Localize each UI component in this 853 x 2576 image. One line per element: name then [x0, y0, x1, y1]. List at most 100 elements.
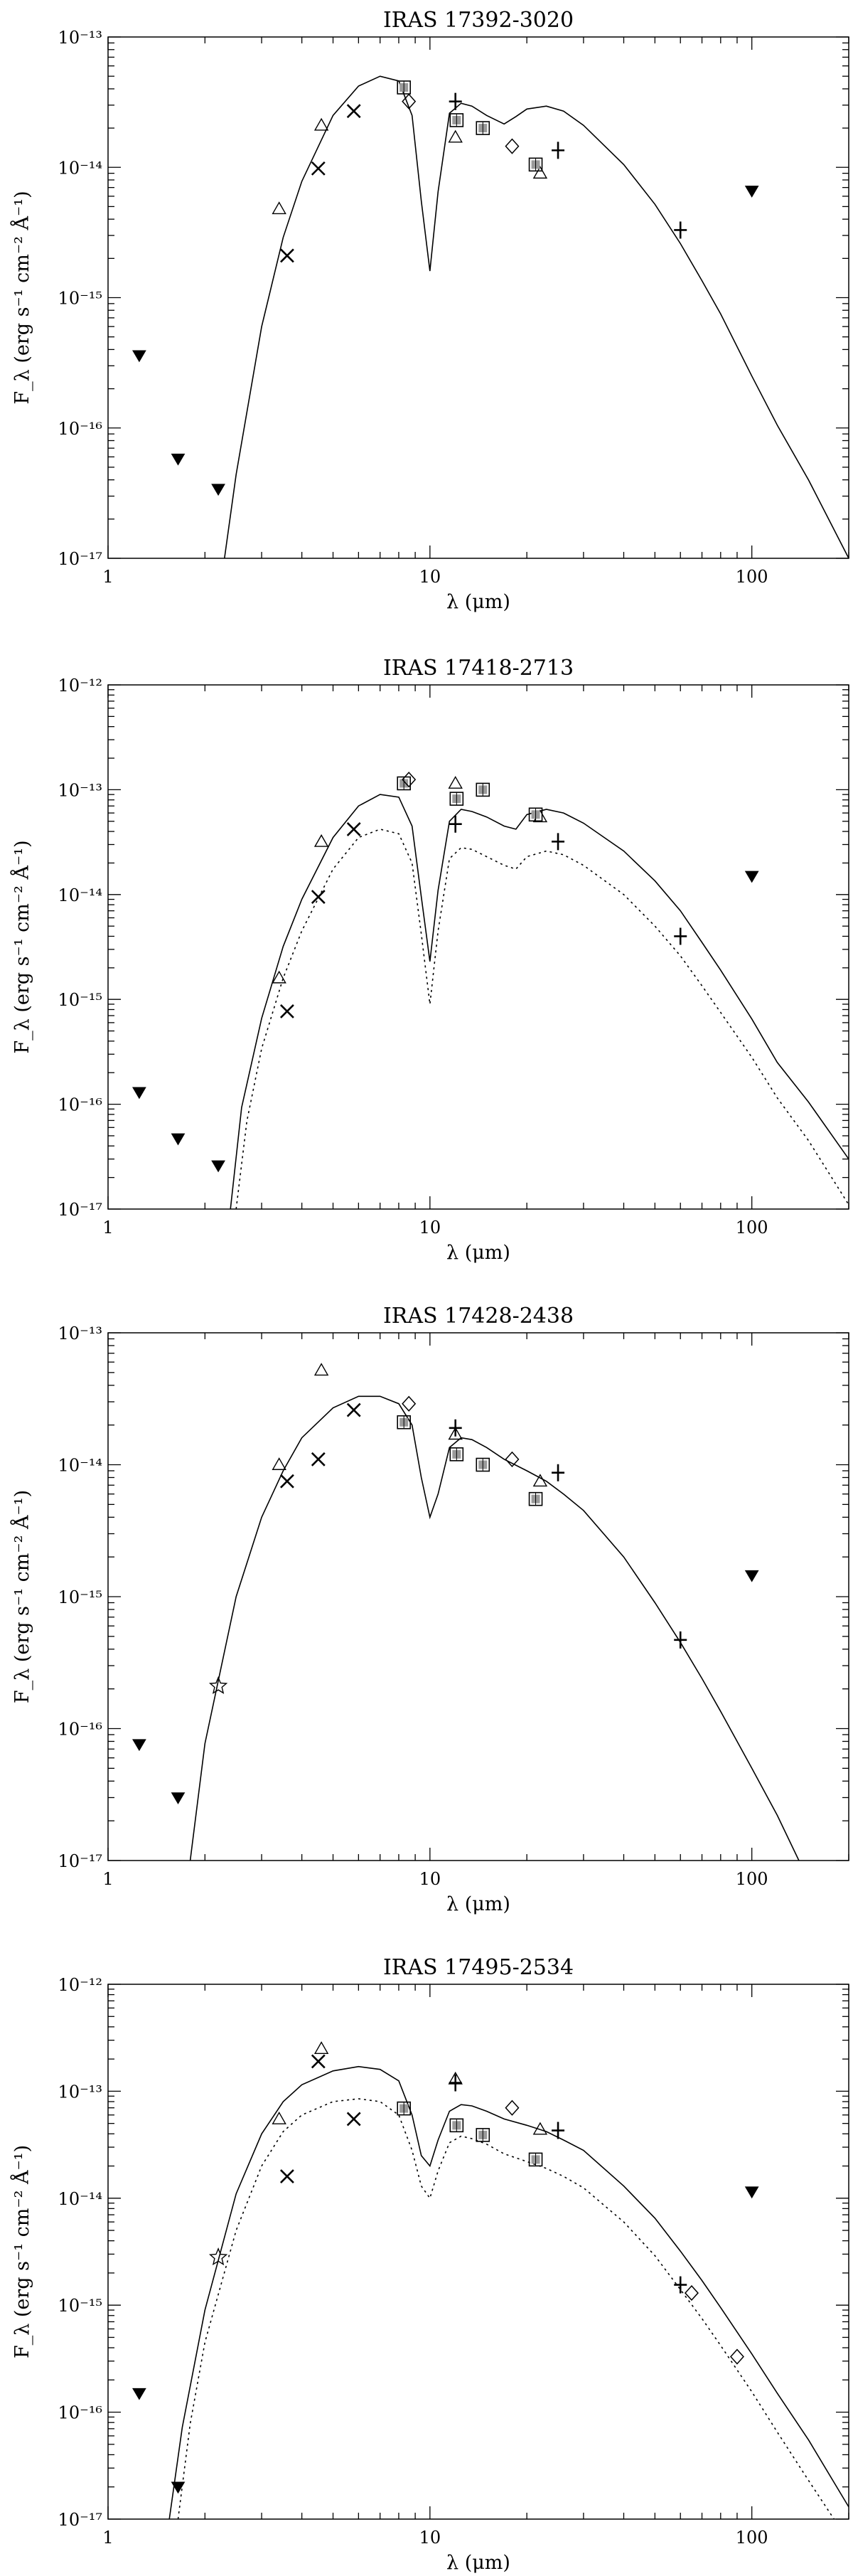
y-tick-label: 10⁻¹⁴	[58, 158, 102, 178]
triangle-marker	[448, 776, 463, 789]
plot-frame	[107, 684, 849, 1210]
diamond-marker	[505, 138, 520, 154]
x-tick-label: 10	[419, 567, 441, 587]
upper-limit-marker	[171, 453, 186, 466]
cross-marker	[279, 248, 294, 263]
plus-marker	[674, 1631, 687, 1649]
plus-marker	[674, 2276, 687, 2294]
upper-limit-marker	[132, 2388, 146, 2400]
x-tick-label: 1	[102, 2528, 113, 2548]
triangle-marker	[532, 2122, 548, 2135]
cross-marker	[346, 822, 361, 836]
square-marker	[397, 2101, 411, 2116]
y-tick-label: 10⁻¹⁶	[58, 419, 102, 439]
upper-limit-marker	[171, 1792, 186, 1805]
x-axis-label: λ (μm)	[446, 1893, 510, 1915]
x-axis-label: λ (μm)	[446, 2552, 510, 2574]
plot-frame	[107, 1332, 849, 1861]
upper-limit-marker	[132, 1739, 146, 1752]
plus-marker	[552, 2122, 565, 2139]
upper-limit-marker	[132, 350, 146, 363]
square-marker	[476, 782, 490, 797]
y-tick-label: 10⁻¹⁷	[58, 2510, 102, 2530]
upper-limit-marker	[211, 1160, 225, 1173]
square-marker	[528, 157, 543, 172]
plus-marker	[449, 92, 462, 110]
cross-marker	[279, 2169, 294, 2184]
star-marker	[208, 2247, 228, 2266]
y-tick-label: 10⁻¹²	[58, 676, 102, 696]
model-curve-dotted	[235, 829, 849, 1209]
plus-marker	[449, 815, 462, 833]
model-curves	[168, 2065, 849, 2519]
upper-limit-marker	[211, 484, 225, 496]
triangle-marker	[532, 166, 548, 179]
upper-limit-marker	[744, 2186, 759, 2199]
x-axis-label: λ (μm)	[446, 1242, 510, 1264]
square-marker	[476, 121, 490, 135]
axis-ticks	[107, 36, 849, 559]
y-axis-label: F_λ (erg s⁻¹ cm⁻² Å⁻¹)	[10, 840, 33, 1053]
sed-panel-4: IRAS 17495-2534 1 10 100 10⁻¹⁷ 10⁻¹⁶ 10⁻¹⁵ 10⁻¹…	[10, 1955, 849, 2574]
upper-limit-marker	[744, 186, 759, 198]
triangle-marker	[313, 834, 329, 847]
diamond-marker	[402, 771, 417, 788]
x-tick-label: 100	[736, 567, 768, 587]
diamond-marker	[505, 2099, 520, 2116]
y-tick-label: 10⁻¹³	[58, 1324, 102, 1343]
axis-ticks	[107, 684, 849, 1210]
cross-marker	[311, 1452, 326, 1467]
x-tick-label: 100	[736, 1869, 768, 1889]
plus-marker	[674, 927, 687, 945]
plus-marker	[552, 1464, 565, 1481]
model-curves	[230, 794, 849, 1209]
y-tick-label: 10⁻¹⁷	[58, 1851, 102, 1871]
y-tick-label: 10⁻¹⁵	[58, 289, 102, 309]
y-axis-label: F_λ (erg s⁻¹ cm⁻² Å⁻¹)	[10, 1490, 33, 1703]
triangle-marker	[313, 1363, 329, 1376]
triangle-marker	[272, 201, 286, 215]
square-marker	[528, 807, 543, 822]
plus-marker	[674, 221, 687, 239]
cross-marker	[346, 104, 361, 119]
y-tick-label: 10⁻¹⁶	[58, 1095, 102, 1115]
upper-limit-marker	[171, 2481, 186, 2494]
model-curve-solid	[189, 1395, 800, 1861]
sed-panel-2: IRAS 17418-2713 1 10 100 10⁻¹⁷ 10⁻¹⁶ 10⁻¹⁵ 10⁻¹…	[10, 656, 849, 1264]
axis-ticks	[107, 1332, 849, 1861]
cross-marker	[279, 1004, 294, 1018]
y-axis-label: F_λ (erg s⁻¹ cm⁻² Å⁻¹)	[10, 2145, 33, 2358]
plus-marker	[449, 2074, 462, 2092]
model-curve-solid	[168, 2065, 849, 2519]
axis-ticks	[107, 1984, 849, 2520]
y-tick-label: 10⁻¹⁶	[58, 1720, 102, 1740]
cross-marker	[346, 1403, 361, 1417]
sed-panel-3: IRAS 17428-2438 1 10 100 10⁻¹⁷ 10⁻¹⁶ 10⁻¹⁵ 10⁻¹…	[10, 1304, 849, 1915]
cross-marker	[346, 2112, 361, 2127]
model-curve-dotted	[177, 2098, 835, 2519]
plot-frame	[107, 36, 849, 559]
upper-limit-marker	[132, 1087, 146, 1100]
triangle-marker	[313, 117, 329, 131]
diamond-marker	[505, 1451, 520, 1467]
square-marker	[476, 2128, 490, 2142]
data-markers	[132, 80, 759, 496]
x-tick-label: 1	[102, 1869, 113, 1889]
model-curves	[189, 1395, 800, 1861]
x-tick-label: 1	[102, 567, 113, 587]
y-tick-label: 10⁻¹⁶	[58, 2403, 102, 2423]
triangle-marker	[272, 970, 286, 984]
star-marker	[208, 1676, 228, 1694]
square-marker	[397, 776, 411, 791]
y-axis-label: F_λ (erg s⁻¹ cm⁻² Å⁻¹)	[10, 191, 33, 404]
model-curve-solid	[230, 794, 849, 1209]
y-tick-label: 10⁻¹⁷	[58, 549, 102, 569]
diamond-marker	[684, 2284, 699, 2301]
data-markers	[132, 2041, 759, 2494]
y-tick-label: 10⁻¹⁵	[58, 2296, 102, 2316]
x-tick-label: 10	[419, 1869, 441, 1889]
x-tick-label: 10	[419, 2528, 441, 2548]
upper-limit-marker	[744, 871, 759, 883]
triangle-marker	[448, 129, 463, 143]
square-marker	[476, 1457, 490, 1472]
